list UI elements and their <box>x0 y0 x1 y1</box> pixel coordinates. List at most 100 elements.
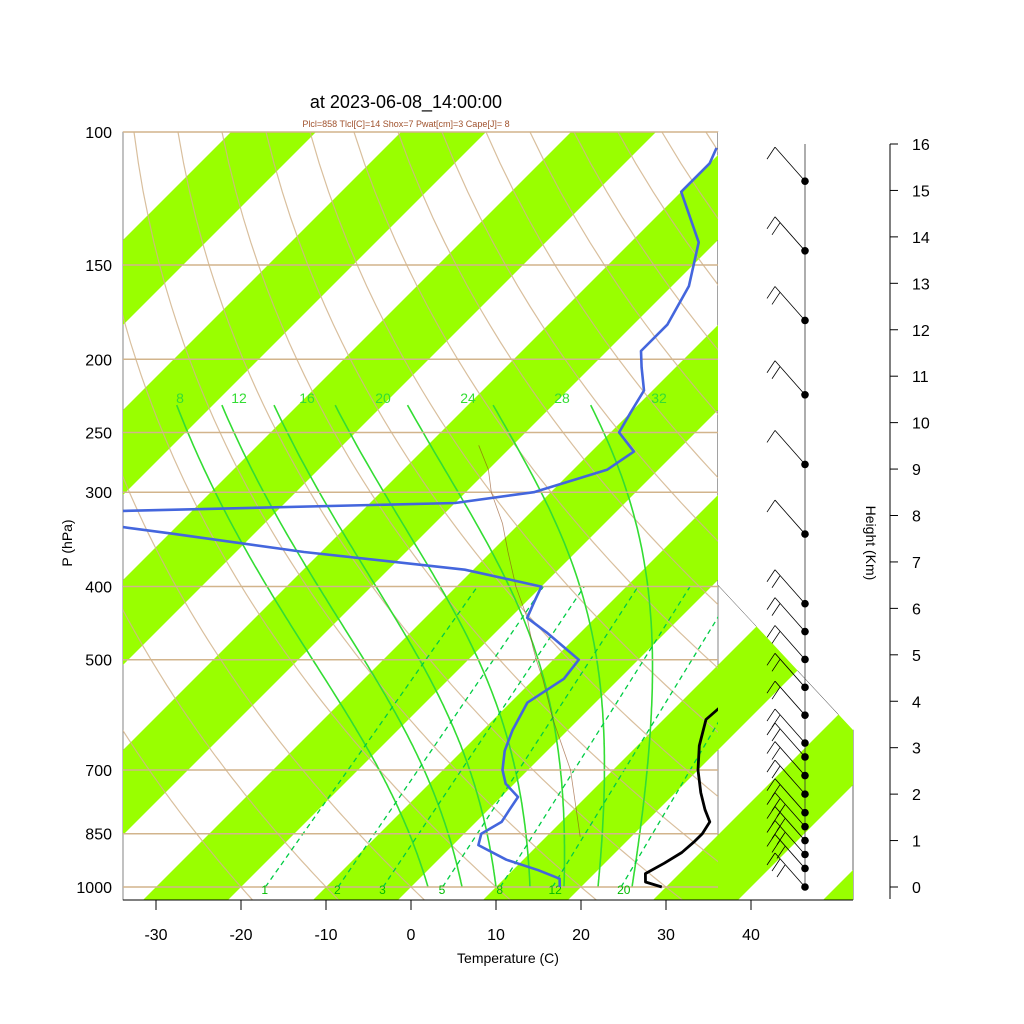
mixing-ratio-label: 20 <box>617 883 631 897</box>
height-tick-label: 6 <box>912 601 921 618</box>
pressure-tick-label: 200 <box>85 352 112 369</box>
pressure-tick-label: 250 <box>85 425 112 442</box>
pressure-tick-label: 500 <box>85 653 112 670</box>
wind-barb-flag <box>771 366 781 379</box>
temperature-tick-label: 10 <box>487 927 505 944</box>
y-axis-title: P (hPa) <box>59 519 75 566</box>
wind-barb-shaft <box>774 597 806 632</box>
wind-barb-flag <box>771 659 781 672</box>
moist-adiabat <box>589 404 654 888</box>
isotherm-band <box>653 700 853 900</box>
moist-adiabat <box>175 404 429 888</box>
height-tick-label: 16 <box>912 137 930 154</box>
wind-barb-flag <box>766 778 776 791</box>
moist-adiabat <box>406 404 566 887</box>
wind-barb-flag <box>766 759 776 773</box>
isotherm-band <box>123 132 486 495</box>
wind-barb-shaft <box>774 216 806 252</box>
height-axis-title: Height (Km) <box>863 506 879 581</box>
wind-barb-flag <box>776 818 786 831</box>
pressure-tick-label: 150 <box>85 258 112 275</box>
wind-barb-shaft <box>774 653 806 688</box>
profile-layer <box>123 147 718 889</box>
mixing-ratio-label: 3 <box>379 883 386 897</box>
temperature-tick-label: 20 <box>572 927 590 944</box>
temperature-tick-label: 0 <box>407 927 416 944</box>
height-tick-label: 11 <box>912 369 929 386</box>
wind-barb-shaft <box>774 722 806 758</box>
moist-adiabat-label: 32 <box>651 390 667 406</box>
grid-layer: 1 2 3 5 8 12 208 12 16 20 24 28 32 <box>123 131 718 900</box>
wind-barb-shaft <box>774 741 806 776</box>
dry-adiabat <box>397 132 718 606</box>
wind-barb-flag <box>771 784 781 797</box>
grid-clip-group <box>123 132 718 900</box>
wind-barb-flag <box>771 858 781 872</box>
dry-adiabat <box>353 132 718 669</box>
dry-adiabat <box>133 132 598 900</box>
dry-adiabat <box>123 475 426 900</box>
height-tick-label: 15 <box>912 183 930 200</box>
mixing-ratio-line <box>337 586 544 888</box>
moist-adiabat <box>334 404 531 888</box>
wind-barb-flag <box>766 625 776 638</box>
height-tick-label: 1 <box>912 834 921 851</box>
wind-barb-flag <box>771 575 781 588</box>
wind-barb-flag <box>766 286 776 299</box>
temperature-tick-label: -20 <box>229 927 252 944</box>
mixing-ratio-label: 8 <box>496 883 503 897</box>
wind-barb-flag <box>766 597 776 610</box>
dry-adiabat <box>221 132 718 863</box>
wind-barb-flag <box>776 804 786 817</box>
wind-barb-flag <box>771 686 781 700</box>
wind-barb-flag <box>771 728 781 742</box>
wind-barb-flag <box>766 569 776 582</box>
dry-adiabat <box>123 313 512 900</box>
wind-barb-shaft <box>774 680 806 716</box>
height-tick-label: 5 <box>912 648 921 665</box>
wind-barb-shaft <box>774 360 806 396</box>
wind-barb-flag <box>766 146 776 160</box>
wind-barb-flag <box>766 653 776 666</box>
pressure-tick-label: 1000 <box>76 880 112 897</box>
wind-barb-shaft <box>774 708 806 744</box>
dry-adiabat <box>265 132 718 798</box>
wind-barb-shaft <box>774 792 806 827</box>
height-tick-label: 9 <box>912 462 921 479</box>
temperature-line <box>644 707 718 889</box>
height-tick-label: 13 <box>912 276 930 293</box>
height-tick-label: 14 <box>912 230 930 247</box>
wind-barb-flag <box>771 631 781 644</box>
moist-adiabat-label: 28 <box>554 390 570 406</box>
wind-barb-flag <box>771 603 781 616</box>
wind-barb-flag <box>766 499 776 513</box>
wind-barb-shaft <box>774 146 806 182</box>
height-tick-label: 7 <box>912 555 921 572</box>
height-tick-label: 2 <box>912 787 921 804</box>
wind-barb-flag <box>771 292 781 305</box>
wind-layer <box>766 144 809 891</box>
isotherm-band <box>142 189 853 900</box>
dewpoint-line <box>123 147 718 888</box>
x-axis-title: Temperature (C) <box>457 950 559 966</box>
pressure-tick-label: 100 <box>85 125 112 142</box>
moist-adiabat-label: 12 <box>231 390 247 406</box>
wind-barb-flag <box>776 864 786 878</box>
chart-subtitle: Plcl=858 Tlcl[C]=14 Shox=7 Pwat[cm]=3 Ca… <box>302 119 509 129</box>
wind-barb-shaft <box>774 759 806 795</box>
temperature-tick-label: -10 <box>314 927 337 944</box>
wind-barb-shaft <box>774 499 806 535</box>
wind-barb-shaft <box>774 778 806 813</box>
height-tick-label: 8 <box>912 509 921 526</box>
wind-barb-shaft <box>774 286 806 321</box>
mixing-ratio-line <box>620 721 718 888</box>
pressure-tick-label: 300 <box>85 485 112 502</box>
isotherm-band <box>483 530 853 900</box>
height-tick-label: 10 <box>912 416 930 433</box>
height-tick-label: 3 <box>912 741 921 758</box>
wind-barb-flag <box>771 798 781 811</box>
pressure-tick-label: 700 <box>85 763 112 780</box>
profile-clip-group <box>123 147 718 889</box>
